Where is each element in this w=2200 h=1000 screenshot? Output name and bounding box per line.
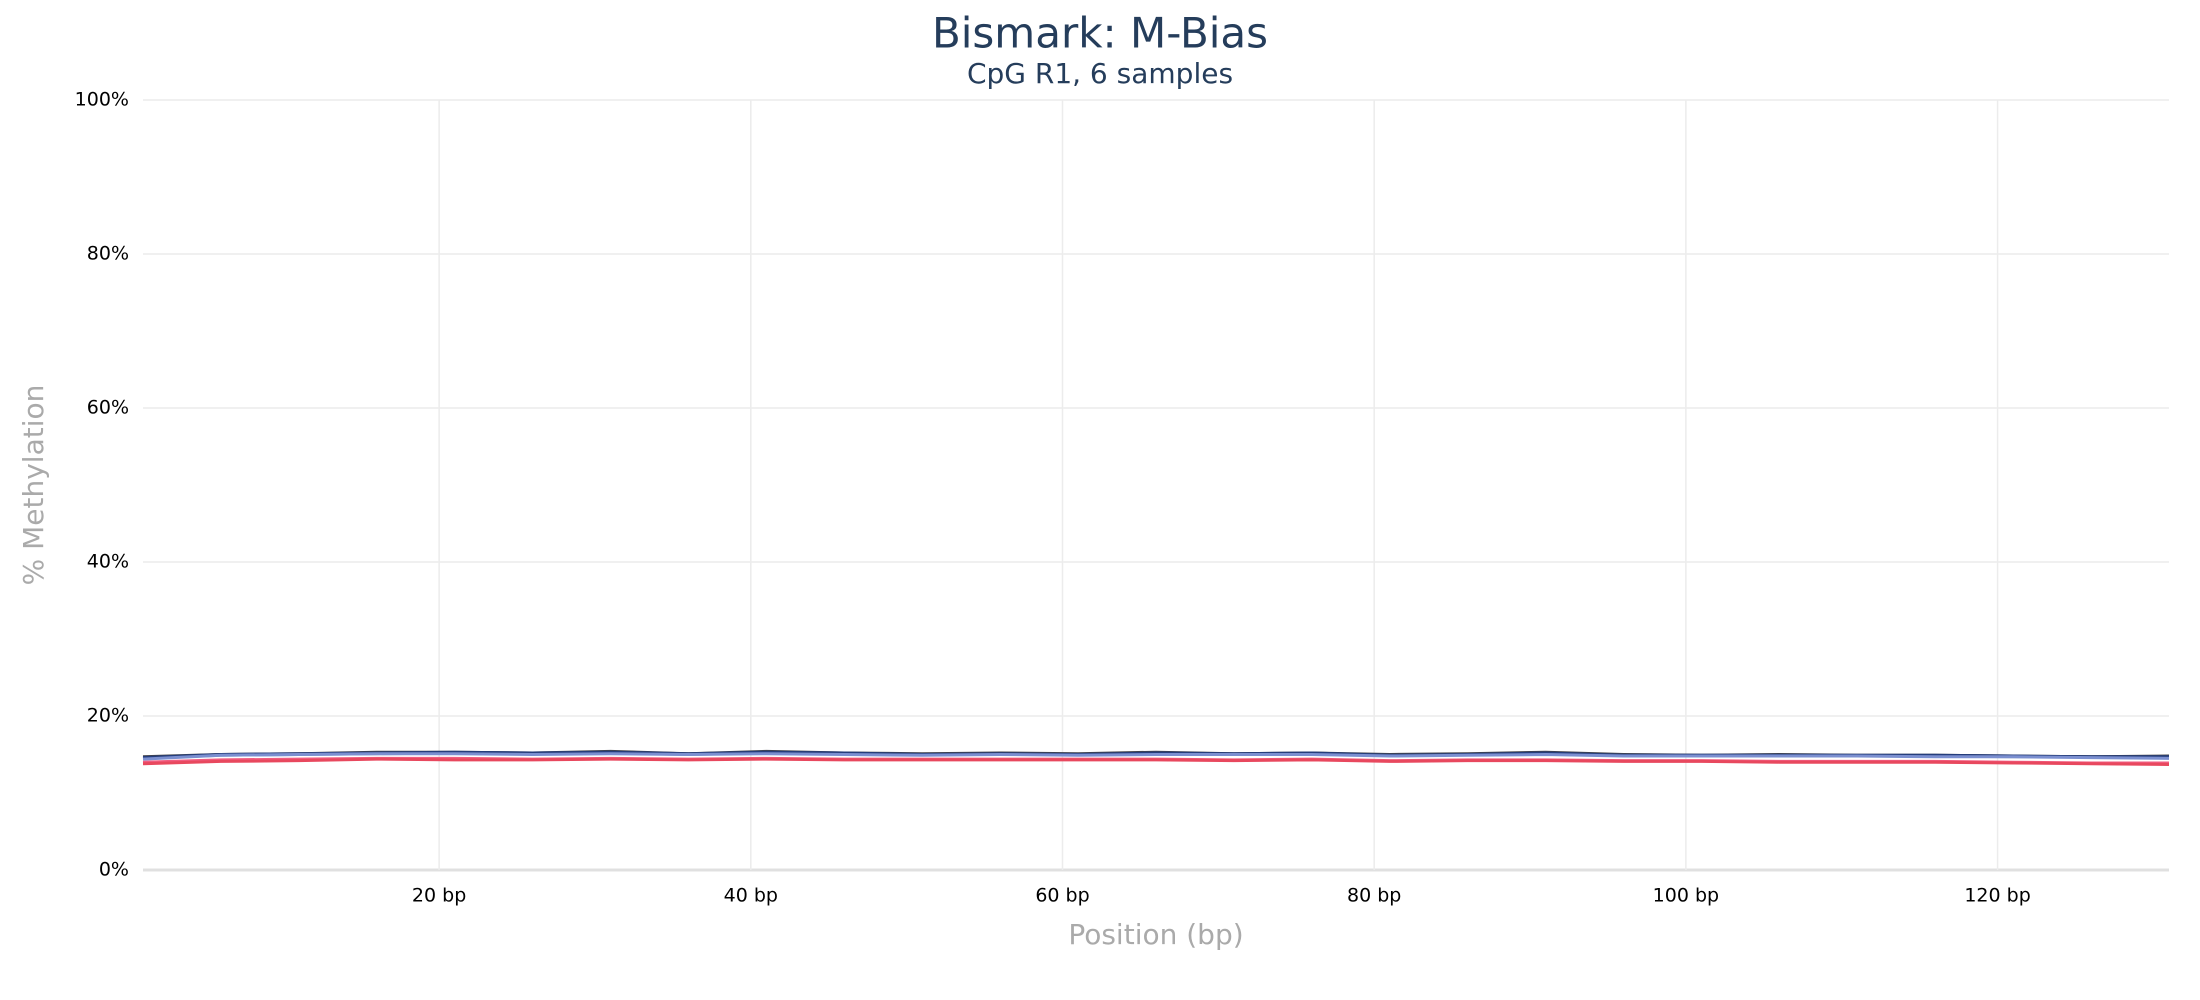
y-axis-title: % Methylation: [17, 385, 50, 586]
y-tick-label: 60%: [87, 397, 129, 419]
x-tick-label: 100 bp: [1653, 885, 1719, 907]
chart-subtitle: CpG R1, 6 samples: [967, 57, 1233, 90]
y-tick-label: 40%: [87, 551, 129, 573]
series-line: [142, 752, 2170, 761]
chart-title: Bismark: M-Bias: [932, 9, 1268, 58]
x-tick-label: 20 bp: [412, 885, 466, 907]
y-tick-label: 20%: [87, 705, 129, 727]
series-line: [142, 757, 2170, 767]
x-tick-label: 80 bp: [1347, 885, 1401, 907]
x-tick-label: 60 bp: [1035, 885, 1089, 907]
x-axis-title: Position (bp): [1068, 918, 1243, 951]
x-tick-label: 40 bp: [724, 885, 778, 907]
y-tick-label: 100%: [75, 89, 129, 111]
y-tick-label: 80%: [87, 243, 129, 265]
y-tick-label: 0%: [99, 859, 129, 881]
x-tick-label: 120 bp: [1964, 885, 2030, 907]
